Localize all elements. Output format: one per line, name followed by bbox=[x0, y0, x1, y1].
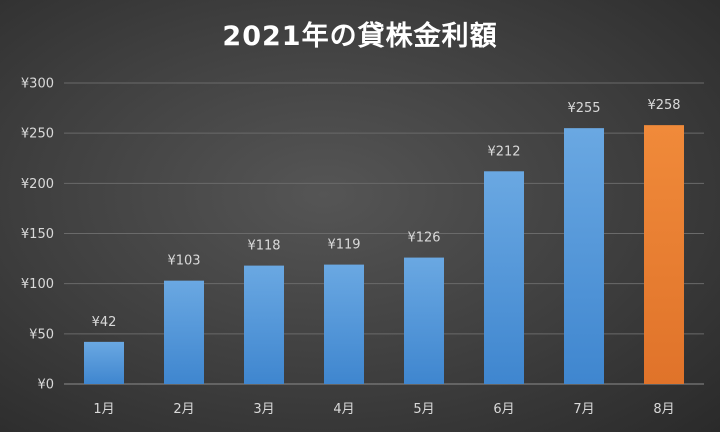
data-label: ¥42 bbox=[92, 315, 117, 330]
bar-7 bbox=[564, 128, 604, 384]
data-label: ¥103 bbox=[167, 254, 200, 269]
bar-1 bbox=[84, 341, 124, 384]
bar-8 bbox=[644, 125, 684, 384]
x-category-label: 8月 bbox=[653, 402, 674, 417]
data-label: ¥258 bbox=[647, 98, 680, 113]
x-category-label: 1月 bbox=[93, 402, 114, 417]
x-category-label: 7月 bbox=[573, 402, 594, 417]
y-tick-label: ¥100 bbox=[21, 277, 54, 292]
y-tick-label: ¥0 bbox=[37, 378, 54, 393]
x-category-label: 5月 bbox=[413, 402, 434, 417]
y-tick-label: ¥250 bbox=[21, 127, 54, 142]
data-label: ¥119 bbox=[327, 238, 360, 253]
bar-2 bbox=[164, 280, 204, 384]
x-axis-category-labels: 1月 2月 3月 4月 5月 6月 7月 8月 bbox=[93, 402, 674, 417]
gridlines bbox=[64, 82, 704, 385]
y-axis-tick-labels: ¥0 ¥50 ¥100 ¥150 ¥200 ¥250 ¥300 bbox=[21, 77, 54, 393]
y-tick-label: ¥300 bbox=[21, 77, 54, 92]
data-label: ¥118 bbox=[247, 239, 280, 254]
data-label: ¥212 bbox=[487, 144, 520, 159]
bars bbox=[84, 125, 684, 384]
data-labels: ¥42 ¥103 ¥118 ¥119 ¥126 ¥212 ¥255 ¥258 bbox=[92, 98, 681, 330]
x-category-label: 2月 bbox=[173, 402, 194, 417]
bar-4 bbox=[324, 264, 364, 384]
bar-3 bbox=[244, 265, 284, 384]
data-label: ¥255 bbox=[567, 101, 600, 116]
x-category-label: 6月 bbox=[493, 402, 514, 417]
x-category-label: 3月 bbox=[253, 402, 274, 417]
bar-6 bbox=[484, 171, 524, 384]
y-tick-label: ¥50 bbox=[29, 327, 54, 342]
x-category-label: 4月 bbox=[333, 402, 354, 417]
chart-title: 2021年の貸株金利額 bbox=[222, 21, 498, 52]
data-label: ¥126 bbox=[407, 231, 440, 246]
y-tick-label: ¥200 bbox=[21, 177, 54, 192]
bar-5 bbox=[404, 257, 444, 384]
y-tick-label: ¥150 bbox=[21, 227, 54, 242]
